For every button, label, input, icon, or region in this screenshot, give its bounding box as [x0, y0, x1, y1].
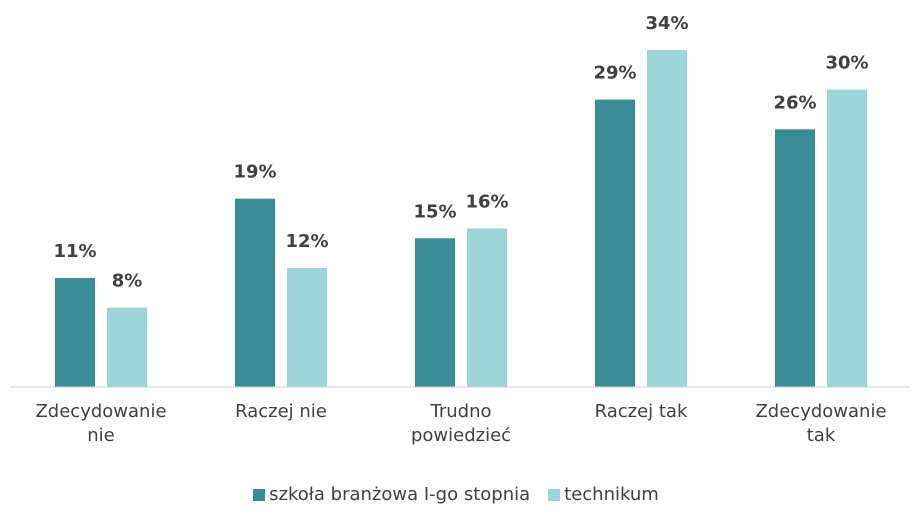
bar: [235, 198, 275, 387]
legend-item: technikum: [548, 484, 659, 505]
value-label: 15%: [413, 201, 456, 222]
bar: [107, 307, 147, 387]
bar: [775, 129, 815, 387]
x-tick-label: Raczej nie: [235, 401, 327, 422]
bar: [647, 50, 687, 387]
value-label: 16%: [465, 191, 508, 212]
legend-label: szkoła branżowa I-go stopnia: [269, 484, 531, 505]
x-tick-label: Raczej tak: [594, 401, 688, 422]
value-label: 11%: [53, 241, 96, 262]
bar: [55, 277, 95, 387]
x-tick-label: Zdecydowanie nie: [35, 401, 167, 446]
bar: [595, 99, 635, 387]
value-label: 34%: [645, 13, 688, 34]
legend-swatch: [548, 488, 561, 501]
x-tick-label: Zdecydowanie tak: [755, 401, 887, 446]
value-label: 30%: [825, 53, 868, 74]
value-label: 29%: [593, 63, 636, 84]
x-tick-label: Trudno powiedzieć: [410, 401, 512, 446]
legend-swatch: [253, 488, 266, 501]
value-label: 8%: [112, 271, 143, 292]
value-label: 12%: [285, 231, 328, 252]
legend-item: szkoła branżowa I-go stopnia: [253, 484, 530, 505]
value-label: 19%: [233, 162, 276, 183]
legend: szkoła branżowa I-go stopnia technikum: [0, 484, 912, 505]
value-label: 26%: [773, 92, 816, 113]
bar: [287, 268, 327, 387]
legend-label: technikum: [564, 484, 659, 505]
bar: [415, 238, 455, 387]
bar: [467, 228, 507, 387]
bar: [827, 89, 867, 387]
